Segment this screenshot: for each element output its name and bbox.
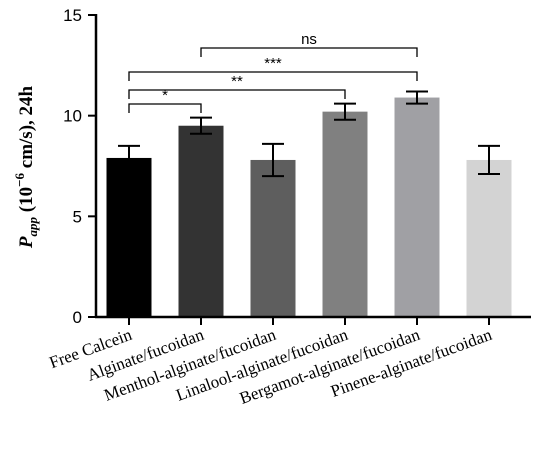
y-axis-label: Papp (10−6 cm/s), 24h [12,85,40,249]
bar [322,111,368,317]
significance-bracket [128,71,418,81]
y-tick-label: 10 [63,107,82,126]
y-tick-label: 0 [73,308,82,327]
bar [106,157,152,317]
bar [250,159,296,317]
significance-bracket [200,47,418,57]
y-tick-label: 15 [63,6,82,25]
significance-label: *** [264,55,282,72]
bar [466,159,512,317]
significance-label: * [162,87,168,104]
y-tick-label: 5 [73,207,82,226]
significance-bracket [128,89,346,99]
bar [178,125,224,317]
significance-label: ns [301,31,317,48]
significance-bracket [128,103,202,113]
bar [394,97,440,318]
significance-label: ** [231,73,243,90]
